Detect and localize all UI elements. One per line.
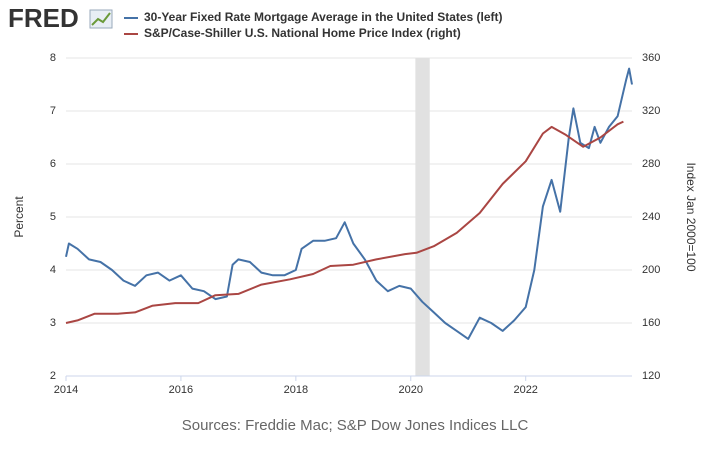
recession-shading <box>415 58 430 376</box>
y2-tick-label: 200 <box>642 264 660 276</box>
legend-label: S&P/Case-Shiller U.S. National Home Pric… <box>144 26 461 40</box>
y-tick-label: 8 <box>50 52 56 64</box>
y2-tick-label: 240 <box>642 211 660 223</box>
y2-axis-label: Index Jan 2000=100 <box>684 162 698 271</box>
y2-tick-label: 360 <box>642 52 660 64</box>
y-axis-label: Percent <box>12 196 26 238</box>
x-tick-label: 2014 <box>54 384 78 396</box>
series-line <box>65 120 624 324</box>
x-tick-label: 2022 <box>513 384 537 396</box>
legend-label: 30-Year Fixed Rate Mortgage Average in t… <box>144 10 503 24</box>
y2-tick-label: 160 <box>642 317 660 329</box>
y-tick-label: 2 <box>50 370 56 382</box>
logo: FRED <box>8 3 79 33</box>
y2-tick-label: 320 <box>642 105 660 117</box>
y-tick-label: 3 <box>50 317 56 329</box>
x-tick-label: 2016 <box>169 384 193 396</box>
y-tick-label: 7 <box>50 105 56 117</box>
y2-tick-label: 280 <box>642 158 660 170</box>
y-tick-label: 6 <box>50 158 56 170</box>
logo-icon <box>89 9 113 29</box>
x-tick-label: 2018 <box>284 384 308 396</box>
y2-tick-label: 120 <box>642 370 660 382</box>
x-tick-label: 2020 <box>399 384 423 396</box>
y-tick-label: 4 <box>50 264 56 276</box>
y-tick-label: 5 <box>50 211 56 223</box>
source: Sources: Freddie Mac; S&P Dow Jones Indi… <box>182 417 529 434</box>
series-line <box>65 67 633 340</box>
